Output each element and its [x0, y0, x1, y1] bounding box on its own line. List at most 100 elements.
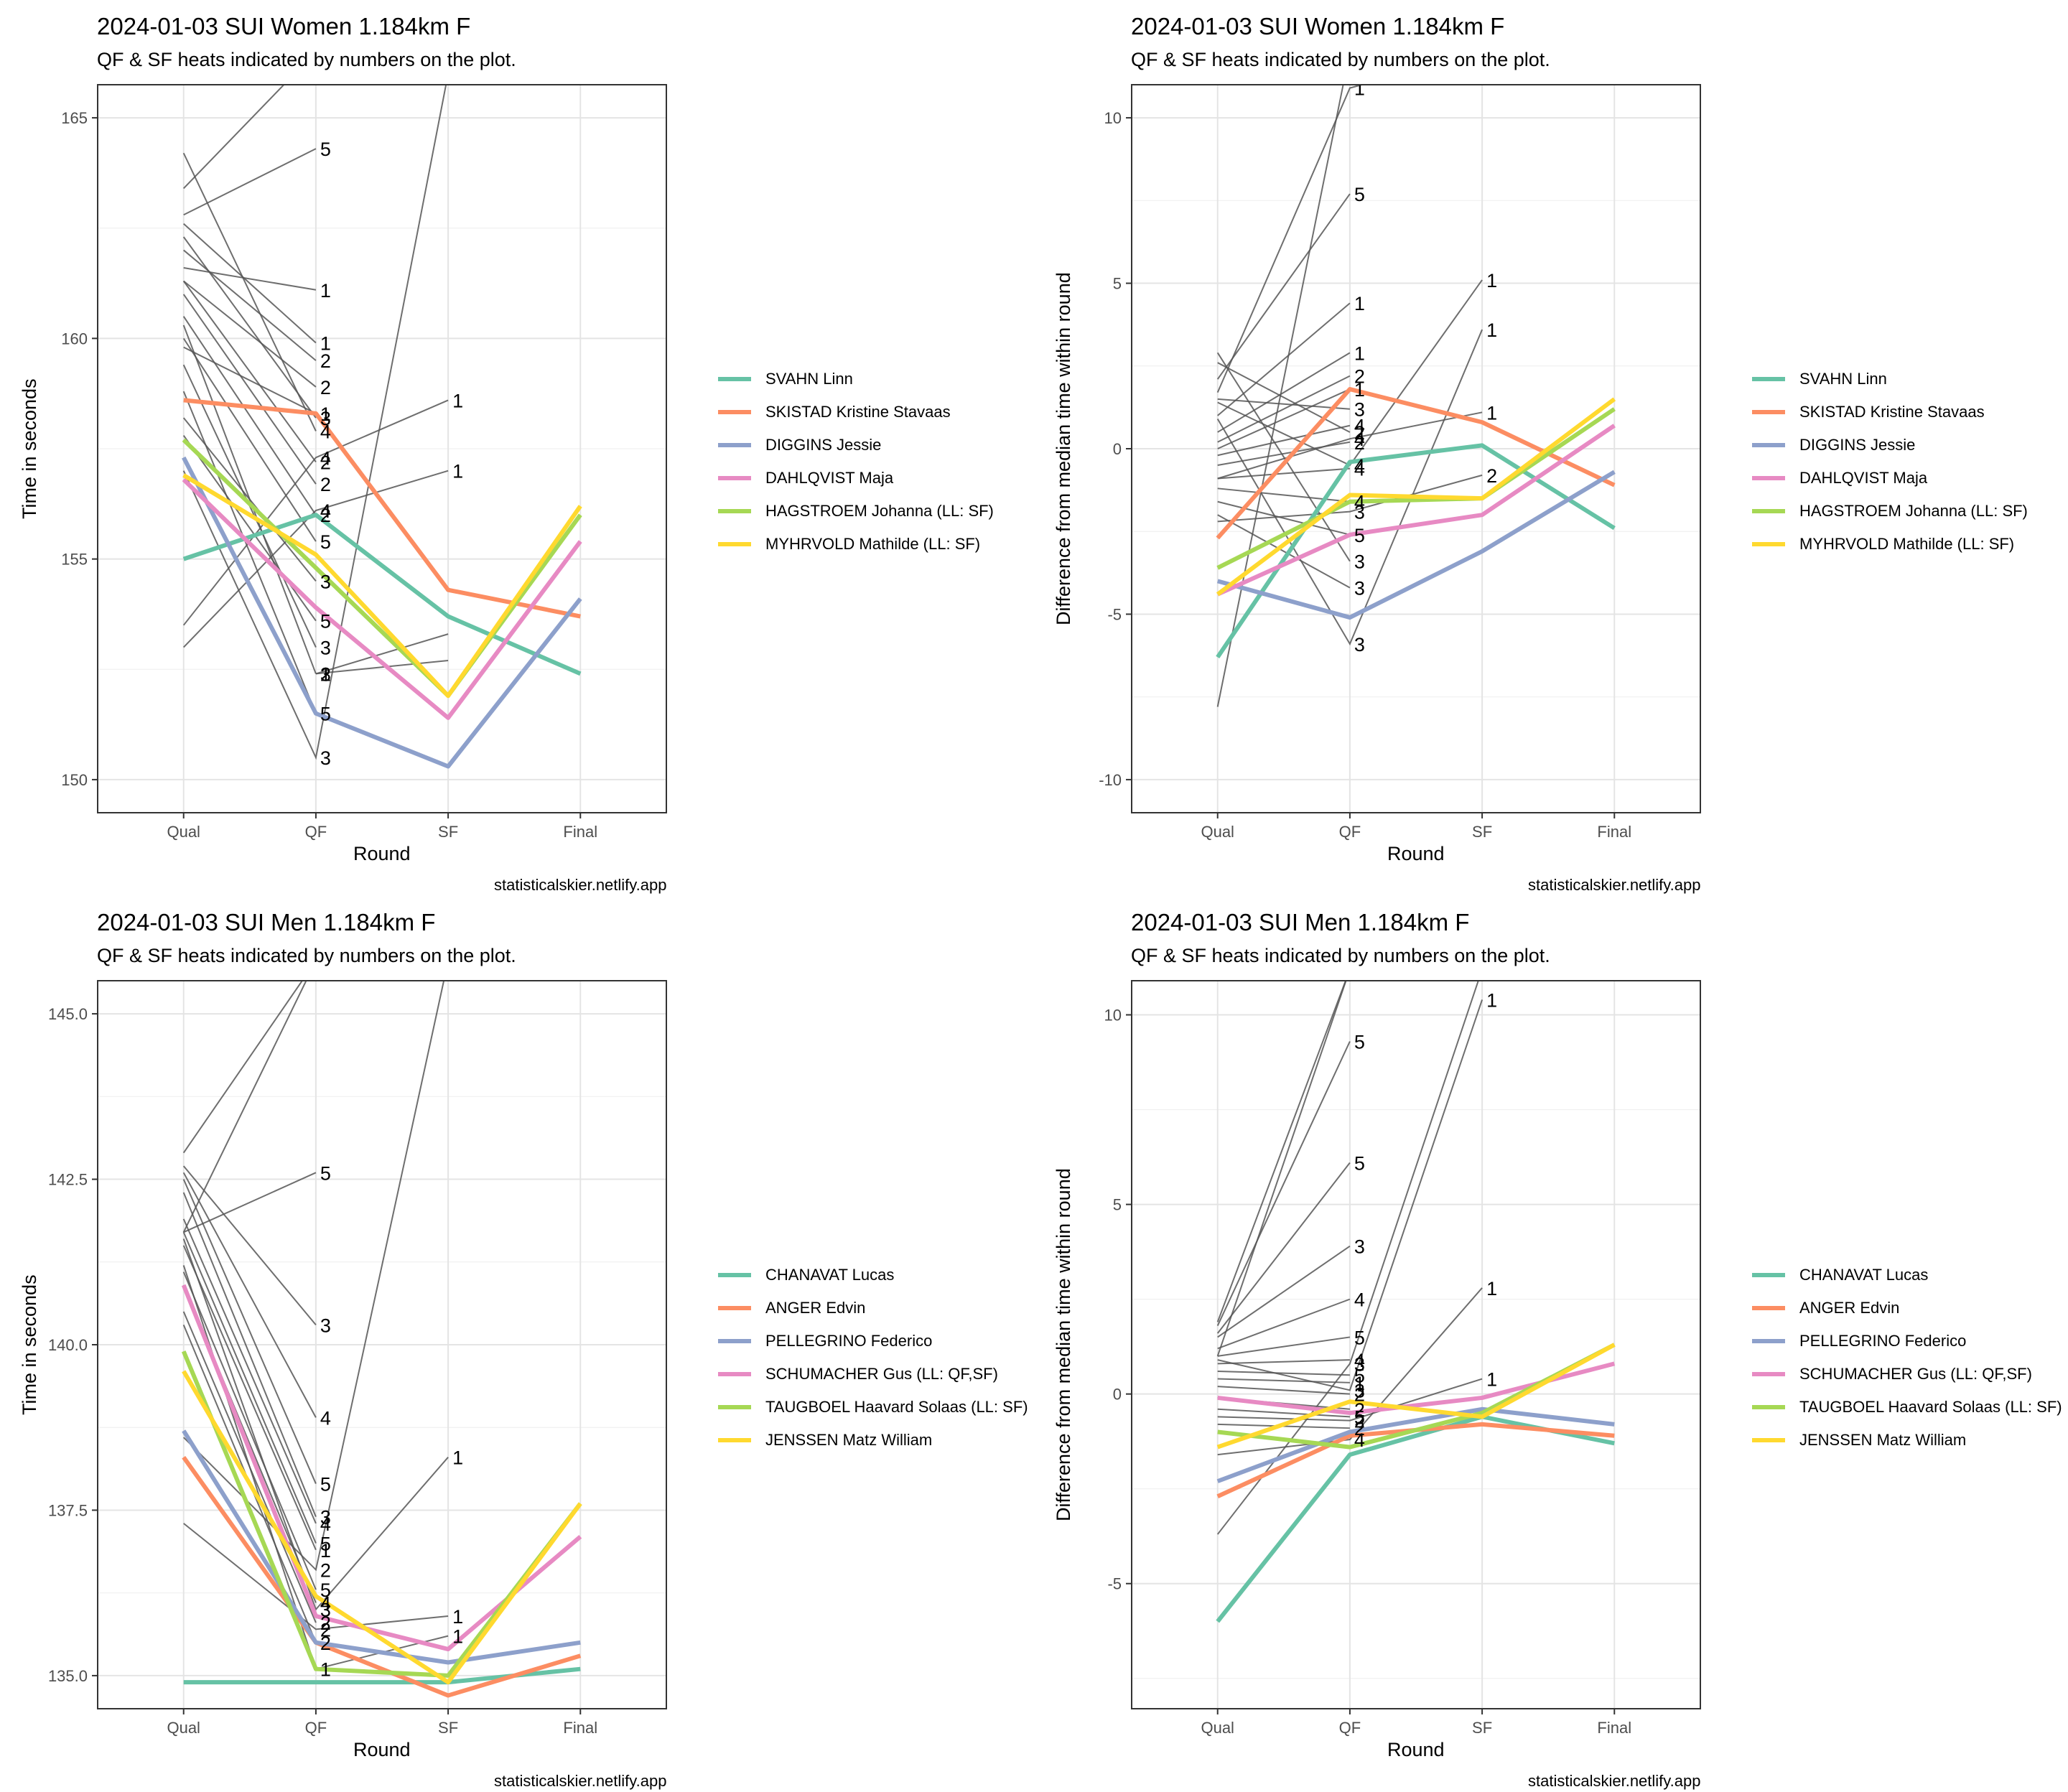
athlete-line: [1217, 1245, 1351, 1338]
athlete-line: [1216, 85, 1344, 707]
chart-caption: statisticalskier.netlify.app: [1528, 876, 1701, 894]
x-tick-label: SF: [1472, 823, 1492, 841]
heat-label: 4: [320, 1407, 331, 1429]
y-tick-label: 135.0: [48, 1667, 88, 1685]
legend-key: [718, 1339, 751, 1343]
heat-label: 2: [320, 1619, 331, 1641]
heat-label: 2: [1354, 432, 1365, 454]
legend-key: [1752, 410, 1785, 414]
heat-label: 3: [320, 1507, 331, 1529]
athlete-line: [1216, 981, 1347, 1322]
athlete-line: [1216, 981, 1347, 1357]
series-line: [1216, 407, 1616, 570]
x-tick-label: Qual: [167, 1719, 200, 1737]
legend-label: SCHUMACHER Gus (LL: QF,SF): [765, 1365, 998, 1383]
legend-item: CHANAVAT Lucas: [718, 1259, 1028, 1292]
legend-item: ANGER Edvin: [718, 1292, 1028, 1325]
athlete-line: [183, 470, 449, 648]
athlete-line: [1216, 1162, 1351, 1334]
y-tick-label: 5: [1113, 1196, 1122, 1214]
x-tick-label: Final: [563, 1719, 597, 1737]
heat-label: 2: [320, 452, 331, 473]
legend-key: [1752, 1273, 1785, 1277]
athlete-line: [1217, 424, 1351, 457]
heat-label: 2: [320, 377, 331, 398]
heat-label: 1: [320, 280, 331, 302]
heat-label: 4: [1354, 1289, 1365, 1311]
heat-label: 2: [1486, 465, 1497, 487]
legend-item: PELLEGRINO Federico: [1752, 1325, 2062, 1358]
athlete-line: [183, 223, 317, 344]
legend: CHANAVAT Lucas ANGER Edvin PELLEGRINO Fede…: [1752, 1259, 2062, 1457]
heat-label: 2: [1354, 366, 1365, 388]
x-axis-label: Round: [353, 1739, 411, 1760]
athlete-line: [182, 981, 307, 1233]
legend-item: TAUGBOEL Haavard Solaas (LL: SF): [718, 1391, 1028, 1424]
y-tick-label: -5: [1107, 605, 1122, 623]
legend-label: SVAHN Linn: [1799, 370, 1887, 388]
heat-label: 1: [1354, 1373, 1365, 1394]
athlete-line: [182, 1271, 317, 1590]
series-line: [182, 438, 582, 699]
y-tick-label: -5: [1107, 1575, 1122, 1593]
legend-key: [1752, 1372, 1785, 1376]
athlete-line: [183, 85, 285, 190]
legend-label: ANGER Edvin: [765, 1299, 866, 1317]
legend-key: [1752, 542, 1785, 546]
x-tick-label: QF: [1339, 823, 1361, 841]
athlete-line: [183, 148, 317, 216]
athlete-line: [182, 434, 317, 622]
grid: [98, 981, 666, 1709]
grid: [1132, 981, 1700, 1709]
heat-label: 2: [1354, 1384, 1365, 1406]
y-tick-label: -10: [1099, 771, 1122, 789]
athlete-line: [1217, 467, 1350, 480]
heat-label: 2: [320, 663, 331, 685]
legend-key: [718, 1372, 751, 1376]
heat-label: 3: [320, 663, 331, 685]
heat-label: 1: [452, 461, 463, 482]
heat-label: 1: [1354, 78, 1365, 100]
legend-key: [718, 1273, 751, 1277]
athlete-line: [182, 316, 317, 515]
legend-label: PELLEGRINO Federico: [765, 1332, 933, 1350]
series-line: [1216, 397, 1616, 597]
heat-label: 1: [1486, 270, 1497, 291]
chart-title: 2024-01-03 SUI Women 1.184km F: [1131, 13, 1505, 39]
legend-label: TAUGBOEL Haavard Solaas (LL: SF): [765, 1398, 1028, 1416]
legend-item: DAHLQVIST Maja: [718, 462, 994, 495]
heat-label: 1: [452, 1626, 463, 1648]
x-tick-label: Qual: [167, 823, 200, 841]
y-tick-label: 142.5: [48, 1171, 88, 1189]
y-tick-label: 140.0: [48, 1336, 88, 1354]
series-line: [182, 513, 582, 676]
legend: SVAHN Linn SKISTAD Kristine Stavaas DIGGIN…: [1752, 363, 2028, 561]
legend-label: ANGER Edvin: [1799, 1299, 1900, 1317]
legend-label: TAUGBOEL Haavard Solaas (LL: SF): [1799, 1398, 2062, 1416]
x-tick-label: Final: [1597, 1719, 1631, 1737]
heat-label: 4: [1354, 416, 1365, 437]
series-line: [182, 477, 582, 720]
heat-label: 5: [1354, 525, 1365, 546]
heat-label: 4: [320, 421, 331, 442]
legend-label: JENSSEN Matz William: [765, 1431, 933, 1449]
heat-label: 5: [320, 531, 331, 553]
legend-label: MYHRVOLD Mathilde (LL: SF): [765, 535, 981, 553]
heat-label: 3: [1354, 399, 1365, 421]
heat-label: 5: [320, 1534, 331, 1555]
legend-label: CHANAVAT Lucas: [1799, 1266, 1929, 1284]
athlete-line: [1217, 375, 1351, 443]
legend-key: [718, 1438, 751, 1442]
x-tick-label: Final: [563, 823, 597, 841]
athlete-line: [1217, 500, 1351, 536]
heat-label: 2: [320, 1633, 331, 1654]
heat-label: 3: [1354, 1236, 1365, 1258]
legend-label: DAHLQVIST Maja: [765, 469, 894, 487]
x-axis-label: Round: [1387, 1739, 1445, 1760]
athlete-line: [1216, 1041, 1351, 1327]
series-line: [1216, 424, 1616, 597]
heat-label: 2: [1354, 1418, 1365, 1439]
y-tick-label: 160: [61, 330, 88, 347]
athlete-line: [315, 633, 449, 675]
athlete-line: [1217, 487, 1351, 503]
